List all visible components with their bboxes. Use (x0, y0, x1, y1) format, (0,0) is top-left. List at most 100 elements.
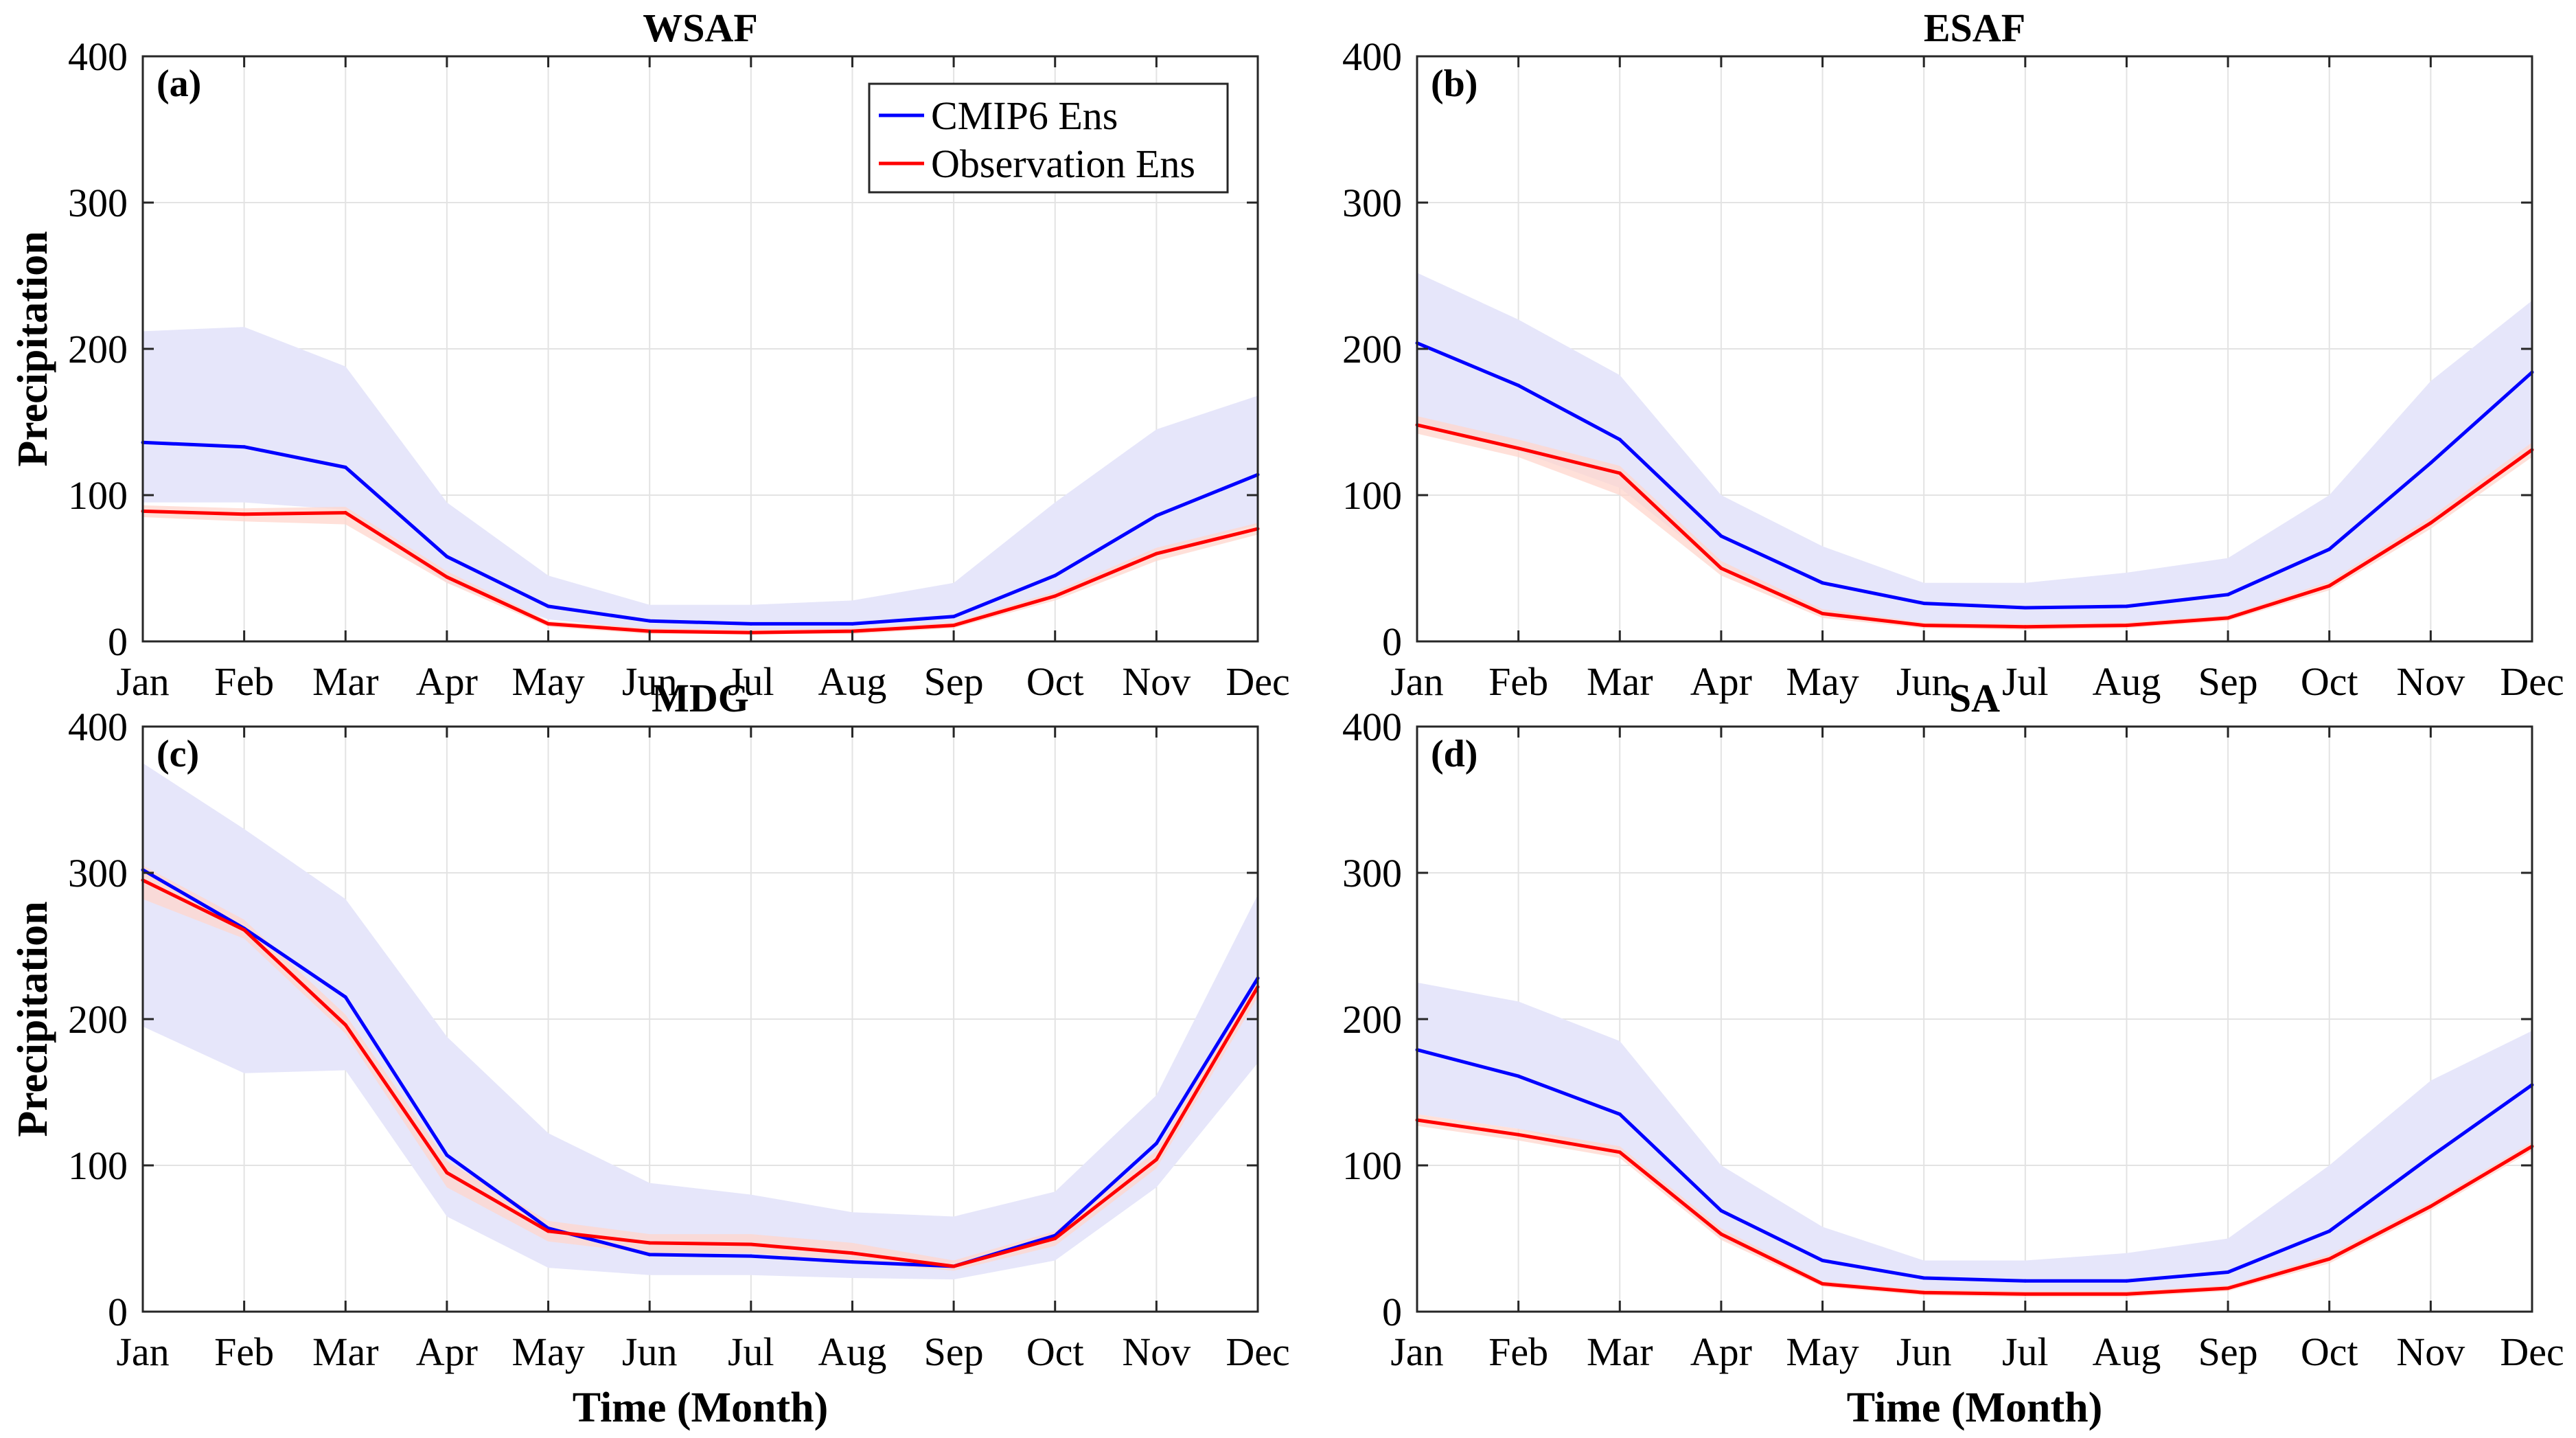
panel-title: ESAF (1924, 5, 2025, 50)
panel-label: (d) (1431, 733, 1477, 775)
cmip6-point-oct (2327, 547, 2332, 551)
cmip6-ensemble-line (141, 868, 1260, 1268)
cmip6-point-jun (1922, 1276, 1926, 1280)
x-tick-label: Jun (622, 1329, 678, 1374)
x-tick-label: May (511, 1329, 584, 1374)
y-tick-label: 100 (68, 473, 128, 518)
cmip6-point-oct (2327, 1229, 2332, 1233)
x-tick-label: Jan (116, 659, 169, 704)
cmip6-ensemble-line (1416, 341, 2533, 610)
x-tick-label: Jun (1896, 1329, 1952, 1374)
cmip6-point-nov (1154, 1141, 1158, 1145)
y-tick-label: 400 (1342, 705, 1402, 749)
y-tick-label: 300 (68, 181, 128, 225)
x-tick-label: Jul (2002, 1329, 2049, 1374)
cmip6-point-aug (2124, 604, 2128, 608)
x-tick-label: Mar (1587, 659, 1653, 704)
cmip6-point-aug (850, 621, 854, 626)
observation-point-may (547, 621, 551, 626)
observation-point-sep (2226, 1286, 2230, 1290)
x-tick-label: May (1786, 1329, 1859, 1374)
cmip6-point-may (1821, 1258, 1825, 1262)
x-tick-label: Apr (416, 659, 478, 704)
panel-title: SA (1949, 676, 2000, 720)
y-tick-label: 300 (1342, 851, 1402, 895)
cmip6-point-feb (1517, 1074, 1521, 1078)
panel-label: (b) (1431, 62, 1477, 105)
cmip6-ensemble-line (1416, 1048, 2533, 1283)
x-tick-label: Dec (2500, 659, 2564, 704)
cmip6-point-jul (2023, 606, 2027, 610)
cmip6-point-jun (647, 1253, 652, 1257)
observation-point-may (1821, 612, 1825, 616)
x-tick-label: May (511, 659, 584, 704)
cmip6-point-mar (1618, 437, 1622, 442)
observation-spread-band (143, 505, 1258, 635)
x-tick-label: Nov (1122, 659, 1191, 704)
cmip6-point-mar (343, 466, 347, 470)
cmip6-point-jun (647, 619, 652, 623)
cmip6-point-jul (2023, 1279, 2027, 1283)
legend-box (868, 82, 1229, 194)
cmip6-point-apr (1719, 534, 1723, 538)
cmip6-point-may (1821, 581, 1825, 585)
observation-point-oct (2327, 1257, 2332, 1261)
observation-point-nov (1154, 1157, 1158, 1161)
y-tick-label: 200 (1342, 327, 1402, 372)
cmip6-point-aug (2124, 1279, 2128, 1283)
y-axis-label: Precipitation (10, 901, 56, 1137)
x-tick-label: Apr (416, 1329, 478, 1374)
panel-mdg: Jan Feb Mar Apr May Jun Jul Aug Sep Oct Nov Dec 0 100… (10, 676, 1290, 1431)
y-tick-label: 100 (1342, 473, 1402, 518)
cmip6-point-may (547, 604, 551, 608)
observation-point-may (547, 1229, 551, 1233)
y-tick-label: 400 (1342, 34, 1402, 79)
observation-point-oct (1053, 1237, 1057, 1240)
cmip6-ensemble-line (142, 440, 1258, 626)
observation-point-apr (1719, 567, 1723, 570)
x-tick-label: Apr (1690, 659, 1752, 704)
y-tick-label: 0 (1382, 619, 1402, 664)
panel-title: MDG (652, 676, 749, 720)
x-tick-label: Sep (924, 659, 984, 704)
x-tick-label: Aug (2093, 659, 2161, 704)
cmip6-point-sep (952, 615, 956, 619)
y-axis-label: Precipitation (10, 231, 56, 466)
x-tick-label: May (1786, 659, 1859, 704)
observation-point-jul (2023, 1292, 2027, 1296)
x-tick-label: Nov (1122, 1329, 1191, 1374)
panel-esaf: Jan Feb Mar Apr May Jun Jul Aug Sep Oct Nov Dec 0 100… (1342, 5, 2564, 704)
cmip6-point-sep (2226, 1270, 2230, 1274)
observation-ensemble-line (1416, 423, 2533, 629)
x-tick-label: Oct (2301, 1329, 2358, 1374)
y-tick-label: 200 (68, 997, 128, 1042)
observation-point-mar (343, 1023, 347, 1027)
x-tick-label: Aug (818, 1329, 887, 1374)
observation-point-nov (1154, 551, 1158, 556)
observation-point-apr (445, 575, 449, 579)
x-tick-label: Mar (312, 659, 379, 704)
observation-point-feb (242, 928, 246, 932)
observation-point-apr (445, 1171, 449, 1175)
x-tick-label: Jan (1390, 1329, 1443, 1374)
x-tick-label: Dec (2500, 1329, 2564, 1374)
x-tick-label: Sep (2198, 659, 2258, 704)
observation-point-feb (1517, 1132, 1521, 1137)
observation-point-aug (2124, 624, 2128, 628)
observation-point-sep (2226, 616, 2230, 620)
x-tick-label: Jul (728, 659, 774, 704)
y-tick-label: 200 (1342, 997, 1402, 1042)
x-tick-label: Jun (1896, 659, 1952, 704)
x-tick-label: Sep (924, 1329, 984, 1374)
panel-label: (c) (157, 733, 199, 775)
observation-point-oct (2327, 584, 2332, 588)
observation-point-jun (1922, 1290, 1926, 1294)
observation-point-jul (2023, 625, 2027, 629)
x-tick-label: Oct (2301, 659, 2358, 704)
x-tick-label: Aug (818, 659, 887, 704)
x-tick-label: Feb (214, 659, 274, 704)
observation-spread-band (1417, 1114, 2532, 1297)
cmip6-point-nov (2428, 461, 2433, 465)
x-tick-label: Dec (1226, 1329, 1289, 1374)
observation-point-mar (1618, 1150, 1622, 1154)
